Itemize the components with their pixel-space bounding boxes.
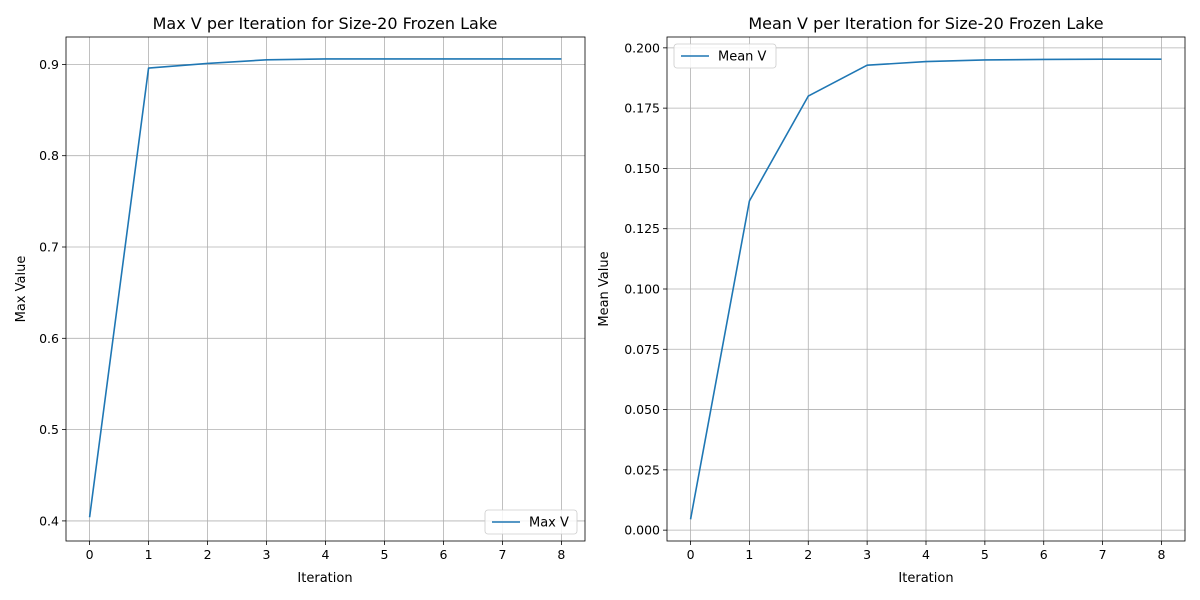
y-tick-label: 0.9 xyxy=(39,57,59,72)
x-tick-label: 3 xyxy=(263,547,271,562)
x-axis-label: Iteration xyxy=(898,571,953,586)
y-tick-label: 0.4 xyxy=(39,513,59,528)
y-axis-label: Mean Value xyxy=(597,251,612,326)
x-tick-label: 0 xyxy=(86,547,94,562)
x-tick-label: 5 xyxy=(381,547,389,562)
x-tick-label: 5 xyxy=(981,547,989,562)
x-axis-label: Iteration xyxy=(297,571,352,586)
x-tick-label: 0 xyxy=(687,547,695,562)
y-tick-label: 0.175 xyxy=(624,101,660,116)
y-tick-label: 0.100 xyxy=(624,282,660,297)
legend-label: Mean V xyxy=(718,50,767,65)
y-tick-label: 0.150 xyxy=(624,161,660,176)
x-tick-label: 7 xyxy=(498,547,506,562)
x-tick-label: 1 xyxy=(745,547,753,562)
legend-box xyxy=(484,509,578,535)
chart-title: Mean V per Iteration for Size-20 Frozen … xyxy=(748,14,1103,33)
x-tick-label: 3 xyxy=(863,547,871,562)
y-tick-label: 0.025 xyxy=(624,462,660,477)
x-tick-label: 4 xyxy=(322,547,330,562)
y-tick-label: 0.075 xyxy=(624,342,660,357)
y-tick-label: 0.5 xyxy=(39,422,59,437)
x-tick-label: 4 xyxy=(922,547,930,562)
chart-title: Max V per Iteration for Size-20 Frozen L… xyxy=(153,14,498,33)
x-tick-label: 8 xyxy=(557,547,565,562)
y-tick-label: 0.8 xyxy=(39,148,59,163)
y-tick-label: 0.200 xyxy=(624,40,660,55)
y-axis-label: Max Value xyxy=(14,256,29,323)
x-tick-label: 8 xyxy=(1157,547,1165,562)
y-tick-label: 0.050 xyxy=(624,402,660,417)
y-tick-label: 0.6 xyxy=(39,331,59,346)
x-tick-label: 1 xyxy=(145,547,153,562)
legend-label: Max V xyxy=(529,516,569,531)
mean-v-chart: Mean V per Iteration for Size-20 Frozen … xyxy=(597,14,1186,586)
y-tick-label: 0.125 xyxy=(624,221,660,236)
legend: Mean V xyxy=(673,43,777,69)
x-tick-label: 6 xyxy=(1040,547,1048,562)
max-v-chart: Max V per Iteration for Size-20 Frozen L… xyxy=(14,14,586,586)
y-tick-label: 0.000 xyxy=(624,523,660,538)
legend: Max V xyxy=(484,509,578,535)
x-tick-label: 2 xyxy=(204,547,212,562)
x-tick-label: 7 xyxy=(1099,547,1107,562)
x-tick-label: 6 xyxy=(439,547,447,562)
legend-box xyxy=(673,43,777,69)
y-tick-label: 0.7 xyxy=(39,240,59,255)
x-tick-label: 2 xyxy=(804,547,812,562)
